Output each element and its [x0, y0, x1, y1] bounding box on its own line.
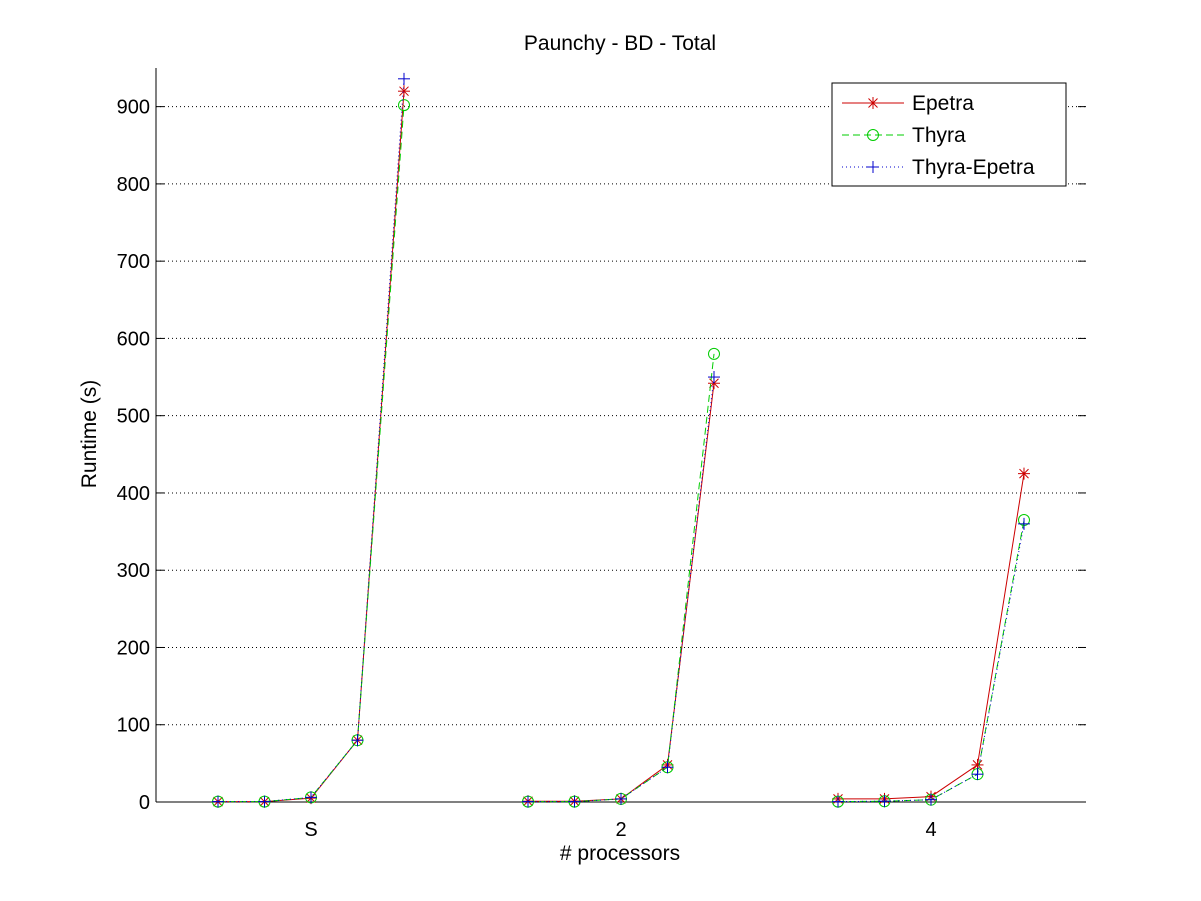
data-point	[1018, 467, 1030, 480]
legend-item: Thyra	[842, 124, 966, 147]
marker-stroke	[1019, 468, 1029, 479]
series-line	[528, 376, 715, 803]
data-point	[305, 791, 317, 804]
data-point	[925, 793, 937, 806]
data-point	[351, 734, 364, 747]
data-point	[615, 792, 627, 805]
y-axis-label: Runtime (s)	[78, 380, 101, 489]
marker-stroke	[972, 760, 983, 770]
legend-item: Thyra-Epetra	[842, 156, 1035, 179]
x-axis-label: # processors	[560, 842, 680, 865]
chart-title: Paunchy - BD - Total	[524, 32, 716, 55]
data-point	[568, 795, 581, 808]
y-tick-label: 800	[117, 174, 150, 196]
data-point	[398, 85, 410, 98]
data-point	[708, 347, 720, 360]
marker-stroke	[399, 86, 409, 97]
y-tick-label: 0	[139, 792, 150, 814]
x-tick-label: 2	[615, 819, 626, 841]
y-tick-label: 900	[117, 97, 150, 119]
y-tick-label: 200	[117, 637, 150, 659]
data-point	[971, 758, 984, 771]
data-point	[708, 371, 720, 384]
y-tick-label: 700	[117, 251, 150, 273]
data-point	[708, 377, 720, 390]
y-tick-label: 300	[117, 560, 150, 582]
data-point	[522, 795, 534, 808]
data-point	[661, 761, 674, 774]
y-tick-label: 400	[117, 483, 150, 505]
data-point	[212, 795, 224, 808]
data-point	[878, 795, 891, 808]
marker-stroke	[868, 98, 878, 108]
legend-label: Thyra-Epetra	[912, 156, 1035, 179]
marker-stroke	[709, 378, 719, 389]
y-tick-label: 600	[117, 328, 150, 350]
grid-lines	[156, 106, 1086, 726]
data-point	[867, 97, 879, 109]
data-point	[398, 99, 410, 112]
data-point	[832, 795, 844, 808]
data-point	[398, 72, 410, 85]
y-tick-label: 100	[117, 715, 150, 737]
legend-label: Epetra	[912, 92, 974, 115]
x-tick-label: 4	[925, 819, 936, 841]
legend-item: Epetra	[842, 92, 974, 115]
data-point	[258, 795, 271, 808]
y-axis-ticks: 0 100 200 300 400 500 600 700 800 900	[117, 97, 1086, 814]
legend: Epetra Thyra Thyra-Epetra	[831, 82, 1067, 187]
y-tick-label: 500	[117, 406, 150, 428]
x-tick-label: S	[304, 819, 317, 841]
data-point	[867, 129, 879, 141]
data-point	[867, 161, 879, 173]
data-point	[1018, 517, 1030, 530]
plot-series	[212, 72, 1030, 808]
legend-label: Thyra	[912, 124, 966, 147]
series-thyra-epetra	[212, 72, 1030, 808]
data-point	[971, 768, 984, 781]
